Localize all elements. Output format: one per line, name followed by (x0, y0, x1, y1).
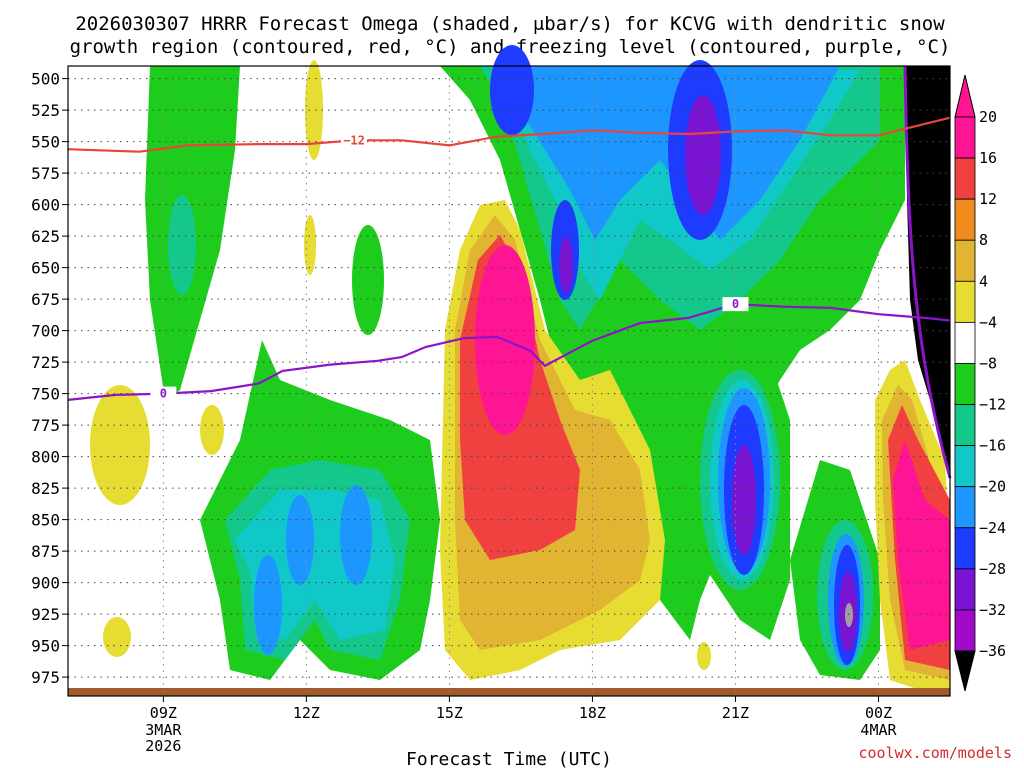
plot-frame (67, 65, 951, 697)
gridlines (68, 66, 950, 696)
y-tick-label: 575 (31, 164, 60, 183)
y-tick-label: 675 (31, 290, 60, 309)
plot-area: −12 0 0 (67, 45, 952, 697)
colorbar-label: −32 (979, 601, 1006, 619)
light-blue-low-area (340, 485, 372, 585)
x-tick-label: 12Z (293, 704, 320, 722)
colorbar-swatch (954, 404, 976, 447)
x-tick-label: 21Z (722, 704, 749, 722)
y-tick-label: 775 (31, 416, 60, 435)
y-tick-label: 650 (31, 259, 60, 278)
colorbar-label: 8 (979, 231, 988, 249)
colorbar-swatch (954, 239, 976, 282)
colorbar-swatch (954, 116, 976, 159)
omega-shading (68, 45, 952, 696)
colorbar-bottom-arrow (954, 650, 976, 692)
y-tick-label: 525 (31, 101, 60, 120)
y-tick-label: 950 (31, 637, 60, 656)
freezing-label-left: 0 (160, 387, 167, 401)
y-tick-label: 500 (31, 70, 60, 89)
missing-edge-line (903, 65, 952, 479)
x-tick-sublabel: 2026 (145, 737, 181, 755)
x-tick-label: 18Z (579, 704, 606, 722)
colorbar-label: −12 (979, 396, 1006, 414)
light-blue-low-area (254, 555, 282, 655)
x-axis-label: Forecast Time (UTC) (406, 749, 612, 768)
green-early-area (352, 225, 384, 335)
colorbar-swatch (954, 321, 976, 364)
colorbar-label: −16 (979, 437, 1006, 455)
y-tick-label: 900 (31, 574, 60, 593)
colorbar-label: 16 (979, 149, 997, 167)
freezing-level-line (67, 302, 951, 401)
yellow-updraft-area (103, 617, 131, 657)
terrain-strip (68, 688, 950, 696)
freezing-label-left-bg (150, 386, 177, 401)
y-tick-label: 750 (31, 385, 60, 404)
x-tick-label: 00Z (865, 704, 892, 722)
colorbar-swatch (954, 198, 976, 241)
colorbar-label: 20 (979, 108, 997, 126)
colorbar-swatch (954, 568, 976, 611)
colorbar-label: −4 (979, 313, 997, 331)
purple-downdraft-area (559, 237, 573, 293)
yellow-updraft-area (305, 60, 323, 160)
y-tick-label: 875 (31, 542, 60, 561)
colorbar-swatch (954, 280, 976, 323)
y-tick-label: 925 (31, 605, 60, 624)
y-tick-label: 850 (31, 511, 60, 530)
colorbar-label: −8 (979, 354, 997, 372)
colorbar-label: −20 (979, 478, 1006, 496)
colorbar-swatch (954, 363, 976, 405)
x-tick-sublabel: 3MAR (145, 721, 182, 739)
credit-text: coolwx.com/models (858, 744, 1012, 762)
y-tick-label: 725 (31, 353, 60, 372)
y-tick-label: 800 (31, 448, 60, 467)
y-tick-label: 700 (31, 322, 60, 341)
colorbar-label: 12 (979, 190, 997, 208)
dgz-contour-line (67, 116, 951, 153)
yellow-updraft-area (304, 215, 316, 275)
purple-downdraft-area (685, 95, 721, 215)
y-tick-label: 550 (31, 133, 60, 152)
colorbar-swatch (954, 527, 976, 570)
yellow-updraft-area (90, 385, 150, 505)
blue-downdraft-area (490, 45, 534, 135)
colorbar-label: −24 (979, 519, 1006, 537)
teal-upper-area (168, 195, 196, 295)
magenta-updraft-area (893, 440, 950, 650)
colorbar-swatch (954, 157, 976, 200)
y-tick-label: 625 (31, 227, 60, 246)
light-blue-low-area (286, 495, 314, 585)
freezing-label-right: 0 (732, 297, 739, 311)
contours: −12 0 0 (67, 116, 951, 401)
colorbar-swatch (954, 486, 976, 529)
missing-area (905, 66, 950, 478)
freezing-label-right-bg (722, 297, 749, 312)
dgz-contour-label: −12 (343, 133, 365, 147)
x-tick-sublabel: 4MAR (860, 721, 897, 739)
y-tick-label: 600 (31, 196, 60, 215)
y-tick-label: 975 (31, 668, 60, 687)
purple-downdraft-area (732, 445, 756, 555)
y-axis-ticks: 500 525 550 575 600 625 650 675 700 725 750 775 800 8… (31, 70, 68, 687)
yellow-updraft-area (697, 642, 711, 670)
colorbar-label: −36 (979, 642, 1006, 660)
y-tick-label: 825 (31, 479, 60, 498)
x-tick-label: 09Z (150, 704, 177, 722)
x-tick-label: 15Z (436, 704, 463, 722)
dgz-contour-label-bg (341, 133, 368, 148)
gray-min-area (845, 603, 853, 627)
colorbar-label: 4 (979, 272, 988, 290)
yellow-updraft-area (200, 405, 224, 455)
colorbar-label: −28 (979, 560, 1006, 578)
colorbar-swatch (954, 445, 976, 488)
colorbar-top-arrow (954, 74, 976, 118)
chart-title-line1: 2026030307 HRRR Forecast Omega (shaded, … (75, 13, 945, 35)
light-blue-upper-area (495, 66, 840, 240)
colorbar: 20 16 12 8 4 −4 −8 −12 −16 −20 −24 −28 −32 −36 (954, 74, 1006, 692)
colorbar-swatch (954, 609, 976, 652)
